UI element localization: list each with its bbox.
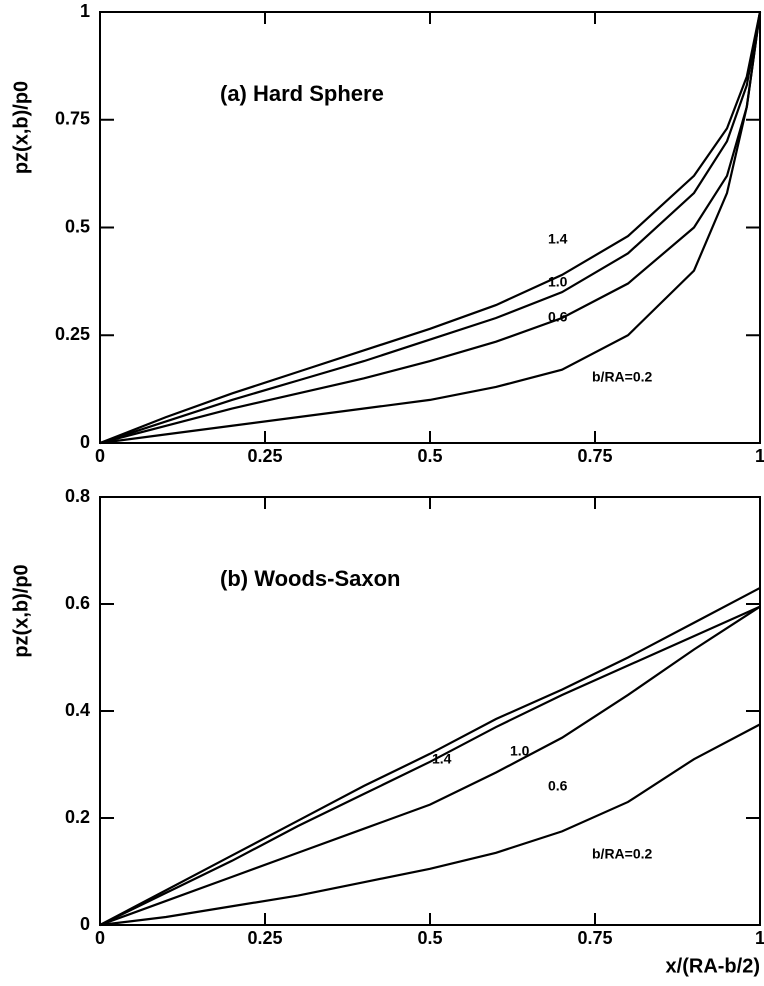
curve-label: 1.4 — [548, 231, 568, 247]
curve — [99, 605, 761, 926]
y-tick-label: 0.6 — [65, 593, 90, 613]
plot-frame — [99, 496, 761, 926]
y-tick-label: 0.2 — [65, 807, 90, 827]
x-tick-label: 0.25 — [247, 928, 282, 948]
x-tick-label: 0.75 — [577, 928, 612, 948]
curve — [99, 11, 762, 445]
annotation: (a) Hard Sphere — [220, 81, 384, 106]
y-tick-label: 0 — [80, 914, 90, 934]
curve — [99, 586, 761, 926]
curve-label: 1.0 — [510, 743, 530, 759]
curve — [99, 11, 762, 445]
curve — [99, 11, 762, 445]
curve-label: 0.6 — [548, 778, 568, 794]
curve-label: b/RA=0.2 — [592, 846, 653, 862]
annotation: (b) Woods-Saxon — [220, 566, 400, 591]
x-tick-label: 1 — [755, 928, 764, 948]
x-tick-label: 0.5 — [417, 446, 442, 466]
y-tick-label: 0 — [80, 432, 90, 452]
y-axis-label: pz(x,b)/p0 — [10, 81, 32, 174]
curve-label: b/RA=0.2 — [592, 369, 653, 385]
curve — [99, 605, 761, 927]
x-tick-label: 0.25 — [247, 446, 282, 466]
curve — [99, 723, 761, 927]
curve — [99, 11, 762, 445]
x-tick-label: 0.5 — [417, 928, 442, 948]
curve-label: 1.0 — [548, 274, 568, 290]
curve-label: 1.4 — [432, 751, 452, 767]
x-tick-label: 0 — [95, 928, 105, 948]
x-tick-label: 0.75 — [577, 446, 612, 466]
x-tick-label: 1 — [755, 446, 764, 466]
y-tick-label: 1 — [80, 1, 90, 21]
plot-frame — [99, 11, 761, 444]
x-axis-label: x/(RA-b/2) — [666, 955, 760, 977]
y-tick-label: 0.75 — [55, 109, 90, 129]
y-tick-label: 0.4 — [65, 700, 90, 720]
y-tick-label: 0.8 — [65, 486, 90, 506]
x-tick-label: 0 — [95, 446, 105, 466]
curve-label: 0.6 — [548, 309, 568, 325]
y-tick-label: 0.5 — [65, 216, 90, 236]
y-tick-label: 0.25 — [55, 324, 90, 344]
y-axis-label: pz(x,b)/p0 — [10, 564, 32, 657]
